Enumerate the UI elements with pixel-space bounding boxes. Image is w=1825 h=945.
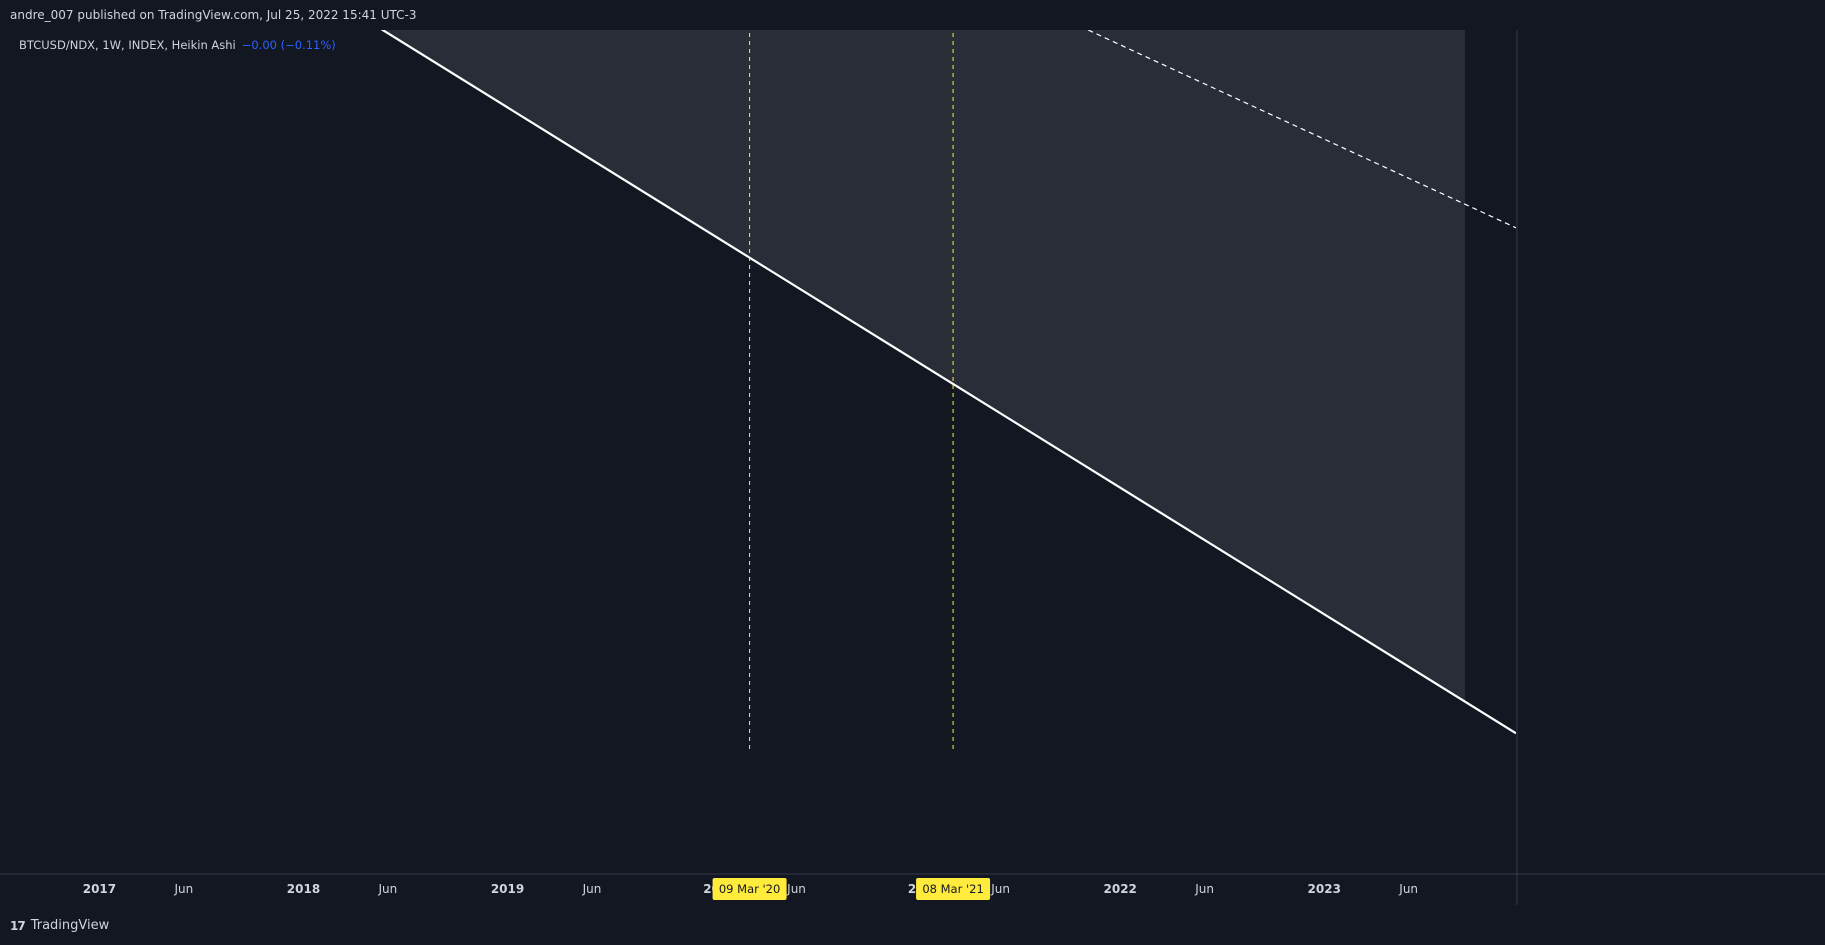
channel-upper-line	[372, 25, 1516, 735]
x-tick-label: 2023	[1308, 882, 1341, 896]
plot-layer	[10, 25, 1516, 750]
x-tick-label: Jun	[173, 882, 193, 896]
x-tick-label: Jun	[1398, 882, 1418, 896]
date-marker-tag: 09 Mar '20	[712, 878, 787, 900]
price-change: −0.00 (−0.11%)	[241, 38, 336, 52]
x-tick-label: Jun	[582, 882, 602, 896]
x-tick-label: Jun	[990, 882, 1010, 896]
date-tag-text: 08 Mar '21	[922, 882, 983, 896]
symbol-legend[interactable]: BTCUSD/NDX, 1W, INDEX, Heikin Ashi −0.00 …	[19, 38, 336, 52]
price-chart[interactable]: 0(4.77)0.236(2.84)0.382(2.06)0.5(1.59)0.…	[0, 13, 1825, 905]
x-tick-label: 2019	[491, 882, 524, 896]
x-tick-label: 2017	[83, 882, 116, 896]
date-marker-tag: 08 Mar '21	[916, 878, 991, 900]
date-tag-bg	[712, 878, 787, 900]
tradingview-brand[interactable]: 17 TradingView	[10, 918, 109, 933]
attribution-text: andre_007 published on TradingView.com, …	[10, 8, 417, 22]
x-tick-label: 2018	[287, 882, 320, 896]
chart-area[interactable]: 0(4.77)0.236(2.84)0.382(2.06)0.5(1.59)0.…	[0, 13, 1825, 905]
x-tick-label: Jun	[378, 882, 398, 896]
brand-name: TradingView	[30, 918, 110, 933]
x-tick-label: 2022	[1104, 882, 1137, 896]
price-axis	[1517, 30, 1825, 905]
x-tick-label: Jun	[786, 882, 806, 896]
channel-fill	[10, 25, 1465, 702]
tradingview-logo-icon: 17	[10, 918, 26, 933]
date-tag-bg	[916, 878, 991, 900]
date-tag-text: 09 Mar '20	[719, 882, 780, 896]
symbol-info: BTCUSD/NDX, 1W, INDEX, Heikin Ashi	[19, 38, 236, 52]
attribution-bar: andre_007 published on TradingView.com, …	[0, 0, 1825, 30]
footer	[0, 905, 1825, 945]
x-tick-label: Jun	[1194, 882, 1214, 896]
